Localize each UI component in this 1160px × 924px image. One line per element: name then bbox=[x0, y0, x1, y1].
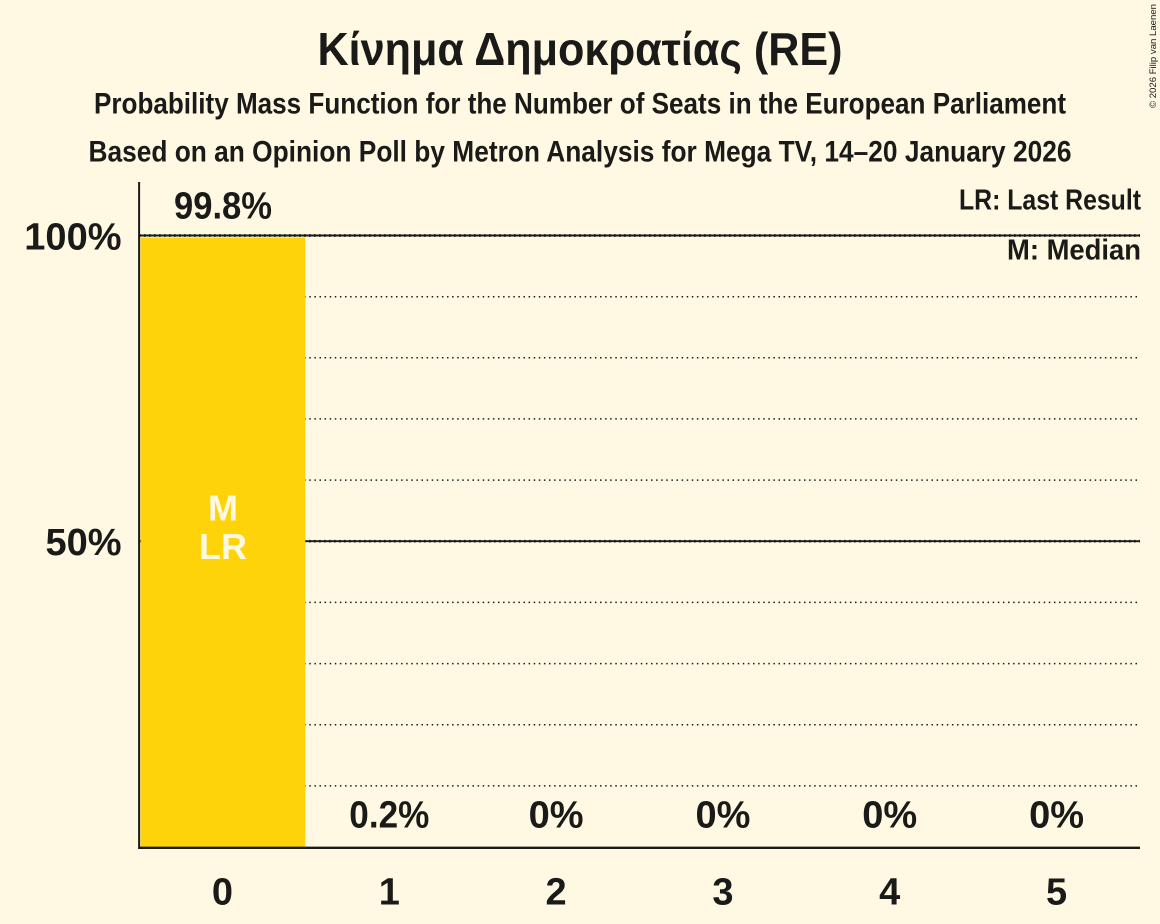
svg-text:Based on an Opinion Poll by Me: Based on an Opinion Poll by Metron Analy… bbox=[89, 136, 1072, 169]
svg-text:1: 1 bbox=[379, 872, 400, 914]
svg-text:50%: 50% bbox=[45, 522, 121, 564]
svg-text:Probability Mass Function for: Probability Mass Function for the Number… bbox=[94, 88, 1066, 121]
svg-text:M: Median: M: Median bbox=[1007, 235, 1141, 267]
svg-text:4: 4 bbox=[879, 872, 900, 914]
svg-text:0%: 0% bbox=[695, 795, 750, 837]
svg-text:3: 3 bbox=[712, 872, 733, 914]
svg-text:100%: 100% bbox=[24, 216, 121, 258]
svg-text:0.2%: 0.2% bbox=[349, 795, 429, 837]
svg-text:LR: LR bbox=[199, 526, 247, 567]
svg-text:2: 2 bbox=[546, 872, 567, 914]
svg-text:M: M bbox=[208, 488, 238, 529]
svg-text:5: 5 bbox=[1046, 872, 1067, 914]
svg-text:0: 0 bbox=[212, 872, 233, 914]
svg-text:© 2026 Filip van Laenen: © 2026 Filip van Laenen bbox=[1148, 4, 1159, 108]
svg-text:0%: 0% bbox=[862, 795, 917, 837]
svg-text:LR: Last Result: LR: Last Result bbox=[959, 185, 1141, 217]
svg-text:0%: 0% bbox=[529, 795, 584, 837]
svg-text:99.8%: 99.8% bbox=[174, 185, 272, 227]
svg-text:0%: 0% bbox=[1029, 795, 1084, 837]
svg-text:Κίνημα Δημοκρατίας (RE): Κίνημα Δημοκρατίας (RE) bbox=[318, 23, 843, 75]
